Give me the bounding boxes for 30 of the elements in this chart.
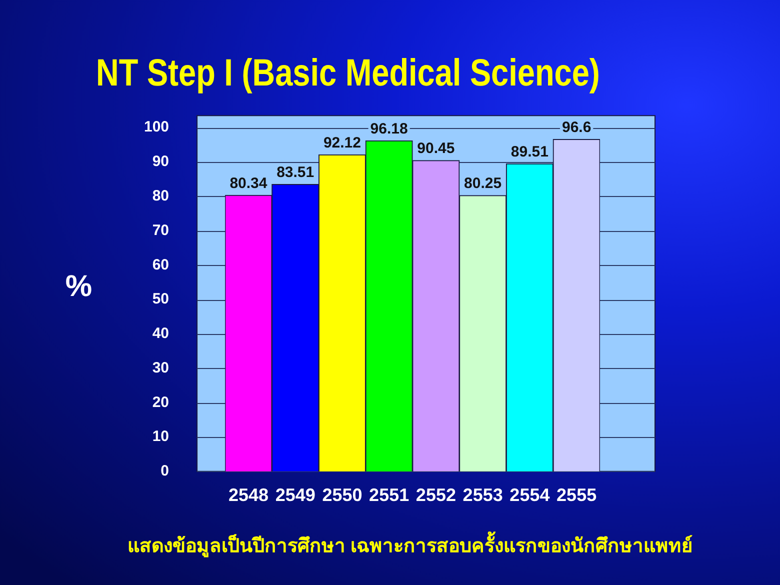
x-tick-label: 2552 [416, 485, 456, 506]
y-tick-label: 20 [152, 394, 170, 411]
y-tick-label: 100 [144, 118, 170, 136]
y-tick-label: 0 [160, 462, 170, 480]
x-tick-label: 2548 [228, 485, 268, 506]
y-tick-label: 50 [152, 290, 170, 308]
data-label: 96.18 [370, 120, 408, 138]
data-label: 89.51 [510, 143, 548, 160]
data-label: 83.51 [276, 164, 314, 181]
y-tick-label: 30 [152, 359, 170, 376]
y-tick-label: 90 [152, 153, 170, 170]
y-tick-label: 60 [152, 256, 170, 274]
x-tick-label: 2549 [275, 485, 316, 506]
y-tick-label: 70 [152, 222, 170, 239]
x-tick-label: 2553 [462, 485, 503, 506]
y-axis-title: % [65, 270, 92, 303]
x-tick-label: 2550 [322, 485, 362, 506]
y-tick-label: 80 [152, 188, 170, 204]
x-tick-label: 2554 [510, 485, 550, 506]
data-label: 96.6 [562, 118, 592, 136]
y-tick-label: 40 [152, 325, 170, 342]
data-label: 92.12 [323, 134, 361, 152]
y-tick-label: 10 [152, 428, 170, 446]
data-label: 80.34 [230, 174, 268, 192]
x-tick-label: 2551 [369, 485, 410, 506]
x-tick-label: 2555 [556, 485, 597, 506]
data-label: 80.25 [464, 175, 502, 192]
data-label: 90.45 [417, 140, 455, 158]
chart-title: NT Step I (Basic Medical Science) [96, 52, 600, 94]
text: แสดงข้อมูลเป็นปีการศึกษา เฉพาะการสอบครั้งแรกของนักศึกษาแพทย์ [127, 531, 693, 558]
